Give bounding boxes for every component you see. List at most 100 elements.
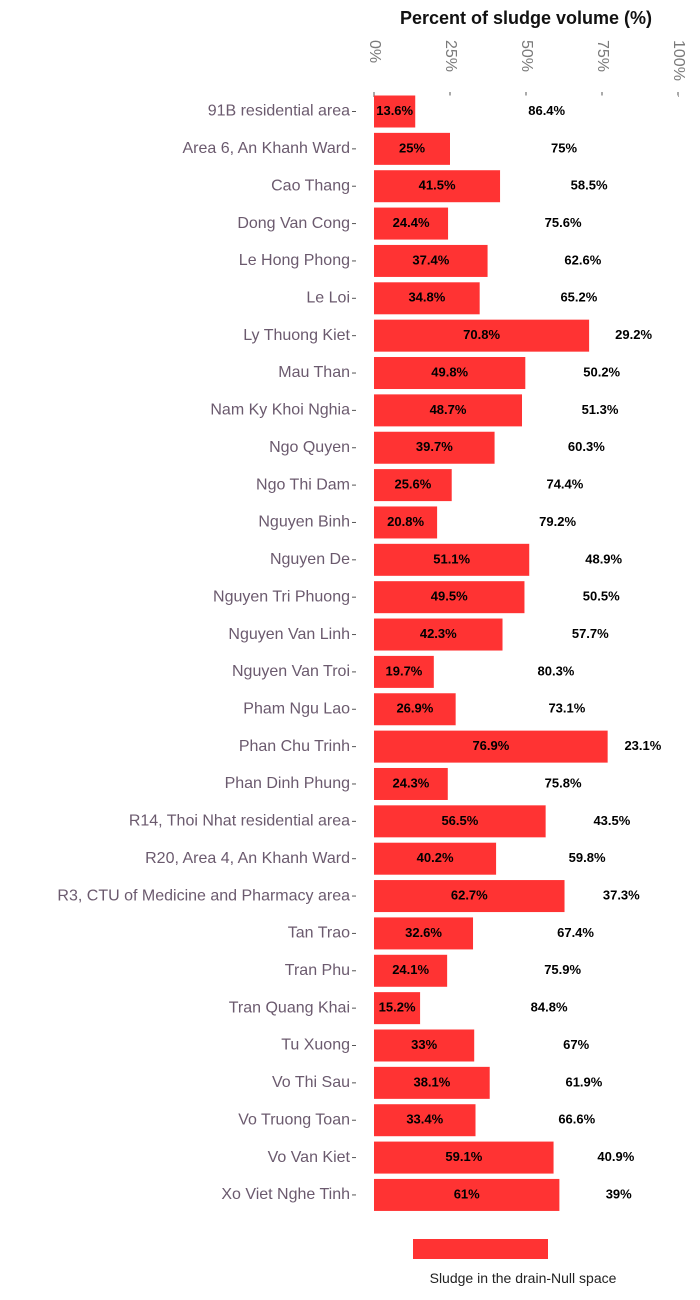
bar-null-space xyxy=(589,319,678,352)
value-label-sludge: 24.1% xyxy=(392,962,429,977)
bar-row: Ngo Thi Dam 25.6% 74.4% xyxy=(256,469,678,502)
bar-row: R3, CTU of Medicine and Pharmacy area 62.… xyxy=(57,880,678,913)
value-label-null-space: 67% xyxy=(563,1037,589,1052)
value-label-null-space: 86.4% xyxy=(528,103,565,118)
bar-sludge xyxy=(374,954,448,987)
bar-null-space xyxy=(564,880,678,913)
value-label-sludge: 37.4% xyxy=(412,252,449,267)
bar-null-space xyxy=(553,1141,678,1174)
category-label: Nam Ky Khoi Nghia xyxy=(210,402,350,419)
bar-row: Nguyen Van Linh 42.3% 57.7% xyxy=(228,618,678,651)
value-label-null-space: 50.5% xyxy=(583,589,620,604)
bar-sludge xyxy=(374,880,565,913)
bar-row: Tan Trao 32.6% 67.4% xyxy=(288,917,678,950)
value-label-null-space: 67.4% xyxy=(557,925,594,940)
bar-null-space xyxy=(433,655,678,688)
value-label-null-space: 75.8% xyxy=(545,775,582,790)
bar-null-space xyxy=(448,207,678,240)
bar-sludge xyxy=(374,95,416,128)
value-label-sludge: 33% xyxy=(411,1037,437,1052)
category-label: Tran Quang Khai xyxy=(229,999,350,1016)
bar-null-space xyxy=(420,992,678,1025)
value-label-sludge: 20.8% xyxy=(387,514,424,529)
bar-sludge xyxy=(374,1178,560,1211)
bar-row: Pham Ngu Lao 26.9% 73.1% xyxy=(243,693,678,726)
value-label-null-space: 51.3% xyxy=(582,402,619,417)
category-label: 91B residential area xyxy=(208,103,350,120)
value-label-null-space: 23.1% xyxy=(624,738,661,753)
category-label: Nguyen Binh xyxy=(258,514,350,531)
bar-row: Xo Viet Nghe Tinh 61% 39% xyxy=(221,1178,678,1211)
category-label: Cao Thang xyxy=(271,177,350,194)
bar-sludge xyxy=(374,282,480,315)
x-axis-ticks: 0% 25% 50% 75% 100% xyxy=(366,40,687,97)
bar-sludge xyxy=(374,805,546,838)
value-label-sludge: 25% xyxy=(399,140,425,155)
bar-sludge xyxy=(374,1029,475,1062)
x-tick-label: 50% xyxy=(518,40,535,72)
value-label-sludge: 32.6% xyxy=(405,925,442,940)
bar-sludge xyxy=(374,431,495,464)
value-label-null-space: 73.1% xyxy=(548,701,585,716)
bar-row: Vo Thi Sau 38.1% 61.9% xyxy=(272,1066,678,1099)
bar-null-space xyxy=(607,730,678,763)
bar-sludge xyxy=(374,730,608,763)
bar-sludge xyxy=(374,244,488,277)
bar-null-space xyxy=(447,954,678,987)
bar-null-space xyxy=(524,581,678,614)
bar-sludge xyxy=(374,543,530,576)
value-label-sludge: 13.6% xyxy=(376,103,413,118)
bar-null-space xyxy=(479,282,678,315)
value-label-null-space: 75.6% xyxy=(545,215,582,230)
bar-sludge xyxy=(374,655,434,688)
bar-row: Dong Van Cong 24.4% 75.6% xyxy=(237,207,678,240)
category-label: Tu Xuong xyxy=(281,1037,350,1054)
category-label: R3, CTU of Medicine and Pharmacy area xyxy=(57,887,350,904)
bar-sludge xyxy=(374,842,497,875)
bar-row: Phan Chu Trinh 76.9% 23.1% xyxy=(239,730,678,763)
bar-row: Cao Thang 41.5% 58.5% xyxy=(271,170,678,203)
bar-row: Tu Xuong 33% 67% xyxy=(281,1029,678,1062)
bar-null-space xyxy=(559,1178,678,1211)
value-label-null-space: 57.7% xyxy=(572,626,609,641)
value-label-sludge: 70.8% xyxy=(463,327,500,342)
bar-sludge xyxy=(374,170,501,203)
value-label-sludge: 76.9% xyxy=(472,738,509,753)
bar-sludge xyxy=(374,1104,476,1137)
bar-null-space xyxy=(475,1104,678,1137)
category-label: Tran Phu xyxy=(285,962,350,979)
category-label: Le Loi xyxy=(306,290,350,307)
value-label-sludge: 39.7% xyxy=(416,439,453,454)
bar-sludge xyxy=(374,469,452,502)
bar-row: Ly Thuong Kiet 70.8% 29.2% xyxy=(243,319,678,352)
value-label-null-space: 84.8% xyxy=(531,1000,568,1015)
bar-rows: 91B residential area 13.6% 86.4% Area 6, An… xyxy=(57,95,679,1211)
bar-null-space xyxy=(437,506,678,539)
value-label-sludge: 40.2% xyxy=(417,850,454,865)
x-tick-label: 75% xyxy=(594,40,611,72)
bar-null-space xyxy=(415,95,678,128)
category-label: Area 6, An Khanh Ward xyxy=(182,140,350,157)
value-label-null-space: 58.5% xyxy=(571,178,608,193)
value-label-null-space: 80.3% xyxy=(538,663,575,678)
bar-row: Nguyen De 51.1% 48.9% xyxy=(270,543,678,576)
value-label-null-space: 60.3% xyxy=(568,439,605,454)
bar-sludge xyxy=(374,618,503,651)
bar-null-space xyxy=(500,170,678,203)
bar-null-space xyxy=(447,767,679,800)
bar-row: Nguyen Tri Phuong 49.5% 50.5% xyxy=(213,581,678,614)
bar-null-space xyxy=(529,543,678,576)
bar-null-space xyxy=(487,244,678,277)
value-label-sludge: 61% xyxy=(454,1186,480,1201)
value-label-null-space: 39% xyxy=(606,1186,632,1201)
category-label: Ly Thuong Kiet xyxy=(243,327,350,344)
value-label-sludge: 56.5% xyxy=(441,813,478,828)
bar-row: Vo Truong Toan 33.4% 66.6% xyxy=(238,1104,678,1137)
bar-row: Ngo Quyen 39.7% 60.3% xyxy=(269,431,678,464)
value-label-null-space: 79.2% xyxy=(539,514,576,529)
bar-row: Mau Than 49.8% 50.2% xyxy=(278,357,678,390)
bar-row: Phan Dinh Phung 24.3% 75.8% xyxy=(225,767,679,800)
category-label: Pham Ngu Lao xyxy=(243,700,350,717)
value-label-null-space: 62.6% xyxy=(564,252,601,267)
bar-row: Nguyen Binh 20.8% 79.2% xyxy=(258,506,678,539)
